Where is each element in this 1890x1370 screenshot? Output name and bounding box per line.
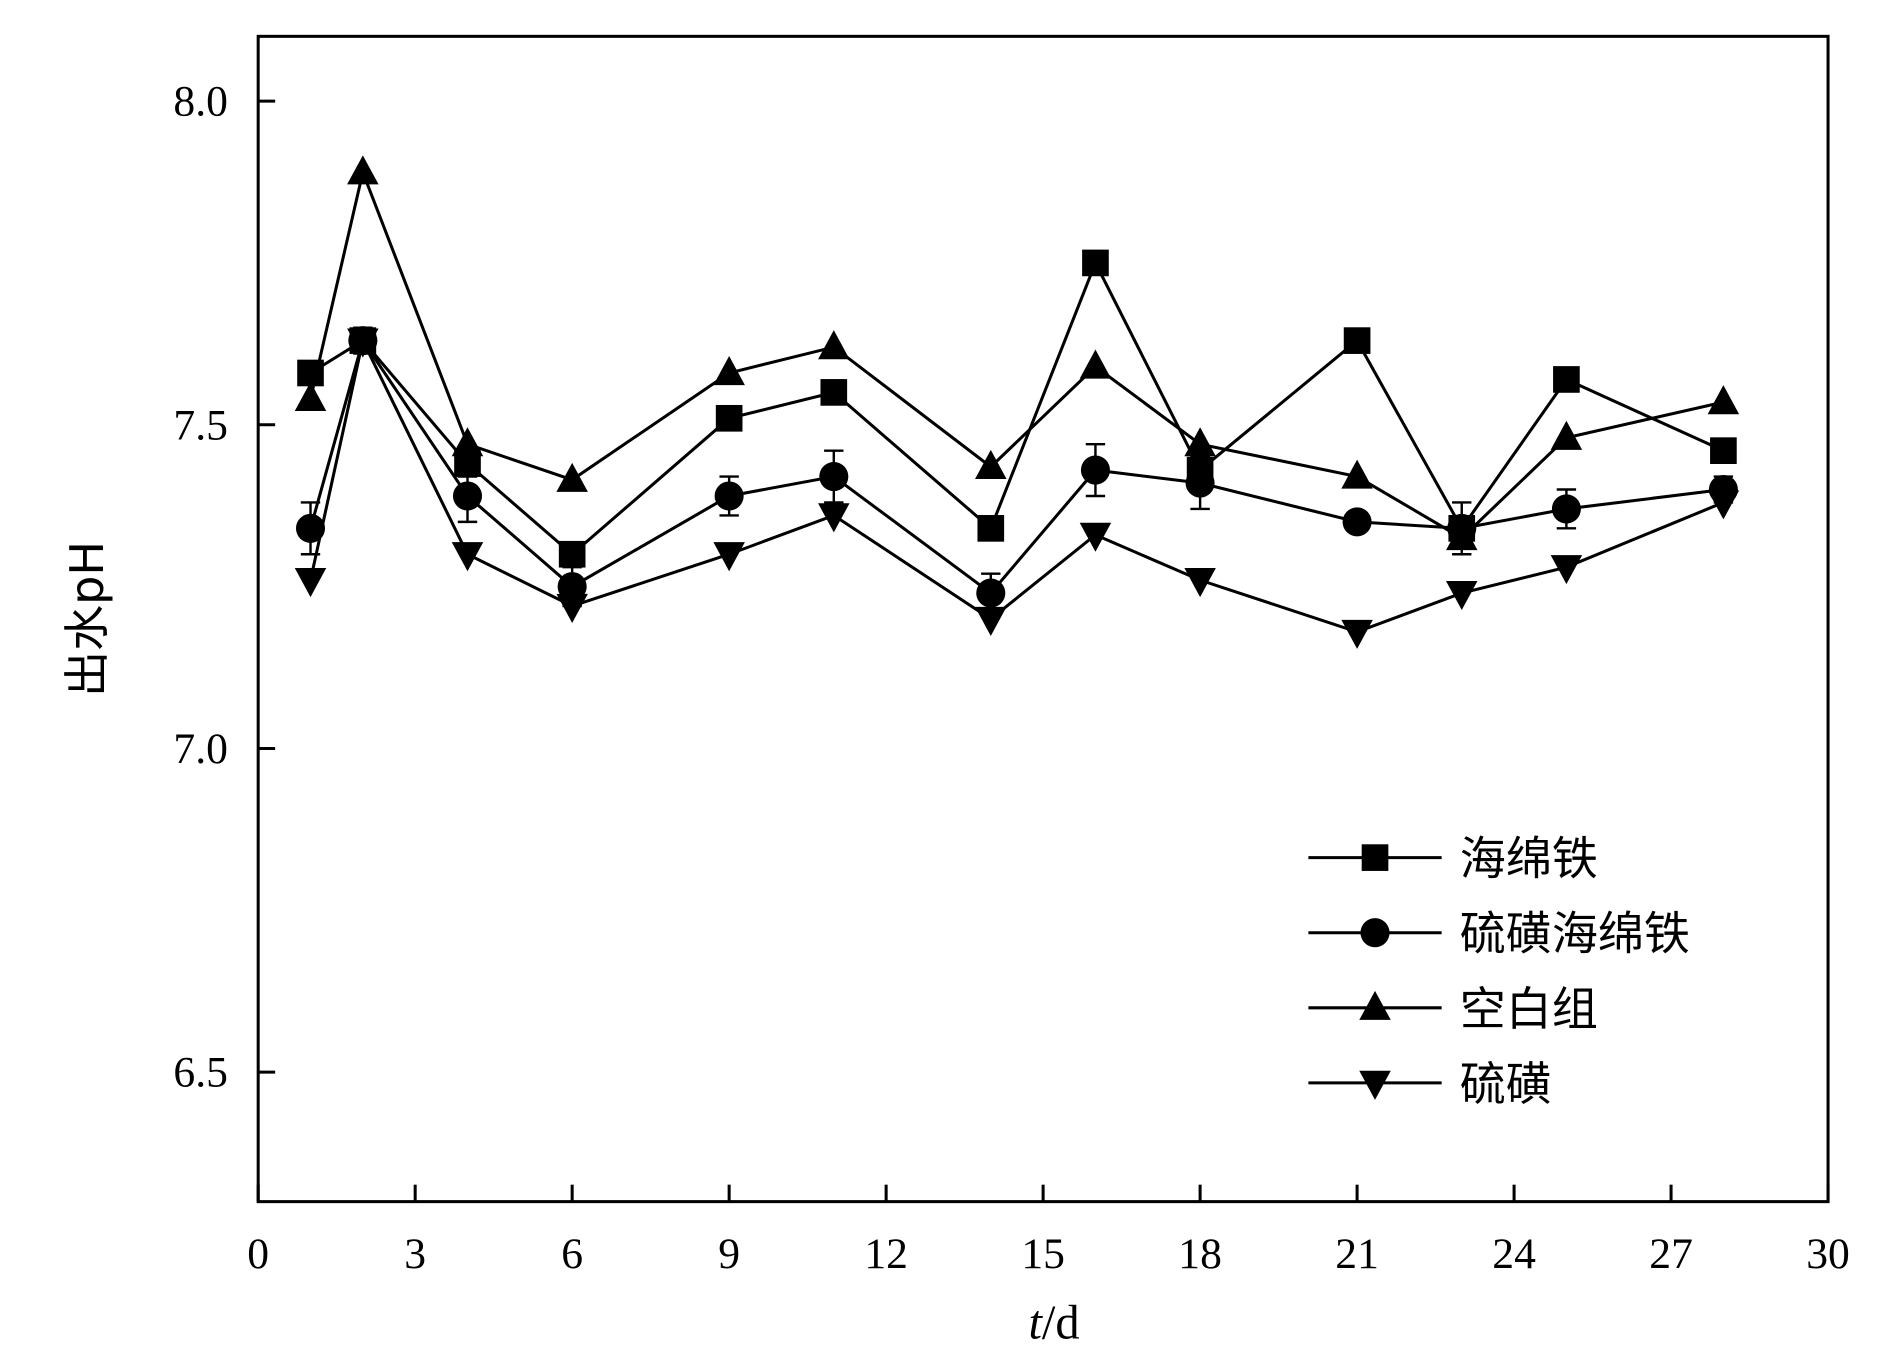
legend-label: 硫磺 — [1460, 1057, 1552, 1111]
triangle-up-marker — [1341, 459, 1373, 489]
square-marker — [1553, 366, 1580, 393]
legend-label: 硫磺海绵铁 — [1460, 907, 1690, 961]
circle-marker — [1360, 918, 1390, 948]
x-tick-label: 9 — [718, 1230, 740, 1278]
legend-item: 海绵铁 — [1308, 832, 1598, 886]
x-tick-label: 6 — [561, 1230, 583, 1278]
triangle-up-marker — [347, 155, 379, 185]
triangle-down-marker — [1341, 619, 1373, 649]
series-circle — [295, 326, 1738, 614]
square-marker — [977, 515, 1005, 542]
series-line — [309, 259, 1725, 557]
legend-item: 空白组 — [1308, 982, 1598, 1036]
triangle-up-marker — [1550, 420, 1583, 450]
x-tick-label: 15 — [1021, 1230, 1065, 1278]
y-tick-label: 7.5 — [173, 401, 228, 449]
y-tick-label: 7.0 — [173, 725, 228, 773]
circle-marker — [714, 481, 744, 511]
circle-marker — [1185, 468, 1215, 498]
triangle-up-marker — [713, 356, 745, 386]
triangle-down-marker — [975, 606, 1007, 636]
square-marker — [1710, 437, 1737, 464]
x-tick-label: 24 — [1492, 1230, 1536, 1278]
legend-item: 硫磺海绵铁 — [1308, 907, 1690, 961]
series-line — [309, 336, 1724, 634]
square-marker — [715, 404, 743, 432]
circle-marker — [1551, 494, 1581, 524]
triangle-up-marker — [1359, 990, 1391, 1020]
triangle-down-marker — [451, 542, 484, 572]
legend-item: 硫磺 — [1308, 1057, 1552, 1111]
triangle-down-marker — [713, 542, 745, 572]
series-triangle-up — [294, 155, 1740, 551]
square-marker — [558, 540, 586, 568]
x-tick-label: 12 — [864, 1230, 908, 1278]
triangle-up-marker — [1707, 385, 1740, 415]
triangle-down-marker — [1707, 490, 1740, 520]
x-tick-label: 27 — [1649, 1230, 1693, 1278]
x-tick-label: 0 — [247, 1230, 269, 1278]
triangle-up-marker — [818, 330, 850, 360]
triangle-down-marker — [1446, 580, 1478, 611]
triangle-up-marker — [556, 462, 588, 492]
triangle-down-marker — [1550, 555, 1583, 585]
x-tick-label: 21 — [1335, 1230, 1379, 1278]
circle-marker — [452, 481, 483, 511]
circle-marker — [819, 462, 849, 492]
y-axis-label: 出水pH — [60, 541, 114, 697]
triangle-up-marker — [451, 427, 484, 457]
series-triangle-down — [294, 328, 1740, 649]
triangle-down-marker — [1359, 1070, 1391, 1100]
series-line — [309, 167, 1724, 540]
x-tick-label: 18 — [1178, 1230, 1222, 1278]
circle-marker — [976, 578, 1006, 608]
triangle-down-marker — [818, 503, 850, 533]
circle-marker — [295, 513, 326, 543]
legend-label: 空白组 — [1460, 982, 1598, 1036]
series-square — [297, 249, 1737, 568]
y-tick-label: 6.5 — [173, 1049, 228, 1097]
square-marker — [1343, 327, 1371, 354]
triangle-down-marker — [294, 568, 327, 598]
triangle-up-marker — [1446, 521, 1478, 551]
triangle-down-marker — [1079, 522, 1112, 552]
square-marker — [820, 379, 848, 406]
triangle-down-marker — [556, 593, 588, 623]
square-marker — [1361, 844, 1389, 871]
circle-marker — [557, 572, 587, 602]
series-line — [309, 337, 1724, 596]
triangle-up-marker — [975, 449, 1007, 479]
square-marker — [1082, 249, 1109, 277]
triangle-down-marker — [1184, 568, 1216, 598]
triangle-up-marker — [1079, 349, 1112, 379]
x-axis-label: t/d — [1028, 1297, 1079, 1350]
legend-label: 海绵铁 — [1460, 832, 1598, 886]
circle-marker — [1342, 507, 1372, 537]
x-tick-label: 30 — [1806, 1230, 1850, 1278]
y-tick-label: 8.0 — [173, 78, 228, 126]
triangle-down-marker — [347, 328, 379, 358]
triangle-up-marker — [294, 381, 327, 411]
x-tick-label: 3 — [404, 1230, 426, 1278]
circle-marker — [1080, 455, 1110, 485]
triangle-up-marker — [1184, 427, 1216, 457]
